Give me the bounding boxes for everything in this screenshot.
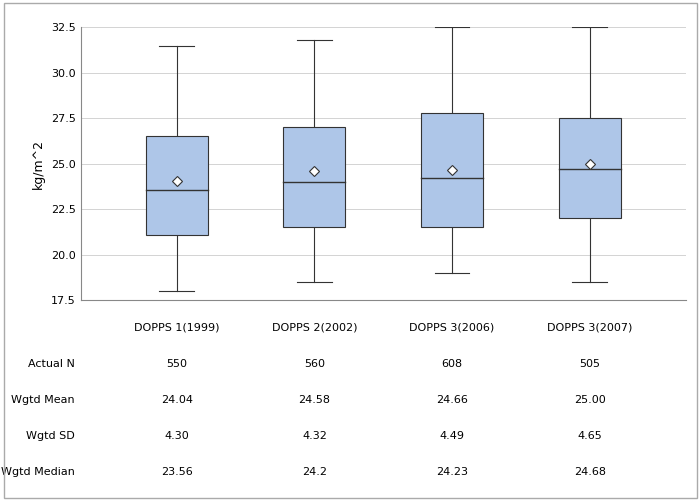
Bar [146,136,208,234]
Bar [421,113,483,228]
Text: 24.23: 24.23 [436,467,468,477]
Text: Wgtd SD: Wgtd SD [26,431,74,441]
Text: DOPPS 2(2002): DOPPS 2(2002) [272,323,357,333]
Text: DOPPS 3(2006): DOPPS 3(2006) [410,323,495,333]
Text: 24.2: 24.2 [302,467,327,477]
Text: Wgtd Mean: Wgtd Mean [10,395,74,405]
Text: 550: 550 [167,359,188,369]
Y-axis label: kg/m^2: kg/m^2 [32,138,46,188]
Text: 24.04: 24.04 [161,395,192,405]
Text: 4.49: 4.49 [440,431,465,441]
Text: 4.65: 4.65 [578,431,602,441]
Text: 560: 560 [304,359,325,369]
Text: 24.66: 24.66 [436,395,468,405]
Text: 4.30: 4.30 [164,431,189,441]
Text: 4.32: 4.32 [302,431,327,441]
Text: 24.68: 24.68 [574,467,606,477]
Text: 505: 505 [579,359,600,369]
Text: Wgtd Median: Wgtd Median [1,467,74,477]
Text: 25.00: 25.00 [574,395,606,405]
Bar [284,128,345,228]
Text: Actual N: Actual N [27,359,74,369]
Text: DOPPS 1(1999): DOPPS 1(1999) [134,323,220,333]
Text: 608: 608 [442,359,463,369]
Text: DOPPS 3(2007): DOPPS 3(2007) [547,323,632,333]
Text: 23.56: 23.56 [161,467,192,477]
Text: 24.58: 24.58 [298,395,330,405]
Bar [559,118,621,218]
